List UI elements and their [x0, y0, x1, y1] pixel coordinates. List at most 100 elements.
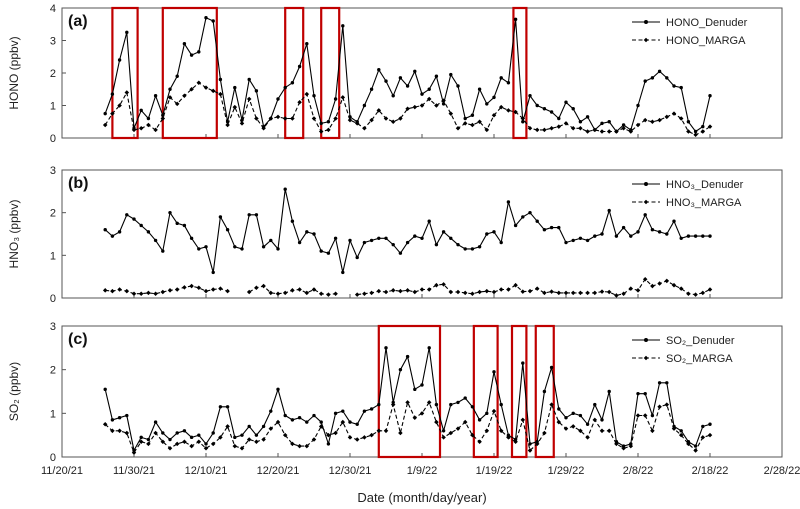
data-point — [665, 76, 669, 80]
data-point — [701, 124, 705, 129]
data-point — [210, 88, 216, 94]
data-point — [254, 213, 259, 217]
data-point — [341, 270, 345, 275]
data-point — [549, 289, 554, 294]
legend-marker — [644, 20, 648, 24]
data-point — [390, 402, 396, 407]
data-point — [700, 129, 706, 134]
data-point — [434, 242, 439, 247]
data-point — [362, 240, 367, 245]
data-point — [124, 430, 130, 436]
data-point — [534, 441, 540, 447]
data-point — [513, 17, 518, 22]
data-point — [456, 84, 460, 88]
data-point — [102, 122, 108, 128]
data-point — [585, 422, 590, 426]
legend-label: SO₂_Denuder — [666, 335, 735, 347]
data-point — [570, 125, 576, 131]
data-point — [203, 288, 209, 294]
data-point — [621, 291, 626, 296]
legend-label: HONO_MARGA — [666, 35, 746, 47]
data-point — [441, 230, 446, 234]
data-point — [441, 102, 446, 106]
data-point — [362, 435, 367, 440]
data-point — [413, 69, 417, 74]
data-point — [506, 81, 511, 85]
data-point — [362, 103, 367, 108]
data-point — [167, 446, 173, 451]
y-tick-label: 4 — [50, 3, 56, 15]
data-point — [168, 437, 172, 442]
data-point — [563, 290, 569, 296]
data-point — [240, 433, 244, 437]
data-point — [233, 85, 237, 90]
data-point — [233, 435, 237, 440]
data-point — [506, 287, 511, 292]
data-point — [571, 238, 575, 243]
data-point — [600, 121, 604, 126]
data-point — [592, 417, 598, 423]
data-point — [606, 289, 612, 295]
data-point — [139, 108, 143, 113]
data-point — [276, 97, 280, 101]
data-point — [391, 242, 395, 247]
data-point — [182, 223, 187, 228]
y-tick-label: 0 — [50, 452, 56, 464]
data-point — [607, 389, 611, 394]
data-point — [498, 428, 504, 434]
data-point — [369, 87, 374, 91]
data-point — [485, 232, 489, 236]
data-point — [168, 87, 172, 91]
data-point — [607, 120, 611, 124]
y-tick-label: 3 — [50, 36, 56, 48]
data-point — [189, 236, 194, 240]
data-point — [210, 287, 216, 292]
y-tick-label: 1 — [50, 101, 56, 113]
data-point — [413, 387, 417, 392]
data-point — [636, 391, 640, 396]
data-point — [484, 428, 490, 434]
data-point — [621, 446, 626, 451]
data-point — [146, 290, 151, 296]
data-point — [571, 107, 575, 111]
data-point — [441, 429, 446, 433]
data-point — [269, 238, 273, 243]
data-point — [607, 208, 611, 213]
data-point — [492, 370, 496, 374]
data-point — [636, 230, 640, 234]
data-point — [124, 288, 130, 294]
data-point — [470, 432, 475, 438]
data-point — [139, 223, 143, 228]
data-point — [614, 234, 619, 238]
data-point — [650, 76, 655, 80]
data-point — [117, 230, 122, 234]
data-point — [549, 402, 554, 407]
series-line — [104, 189, 710, 273]
data-point — [506, 108, 511, 113]
data-point — [110, 92, 115, 96]
data-point — [427, 346, 431, 350]
data-point — [261, 437, 266, 442]
data-point — [304, 290, 310, 296]
panel-label: (a) — [68, 13, 88, 30]
data-point — [290, 418, 295, 422]
data-point — [671, 426, 677, 431]
data-point — [167, 288, 173, 293]
panel-label: (c) — [68, 331, 88, 348]
data-point — [542, 127, 547, 133]
data-point — [642, 413, 648, 418]
data-point — [643, 391, 647, 396]
data-point — [693, 444, 698, 448]
data-point — [362, 125, 367, 131]
data-point — [103, 228, 107, 232]
data-point — [534, 286, 540, 291]
data-point — [535, 103, 539, 108]
data-point — [592, 290, 598, 296]
data-point — [297, 287, 302, 292]
data-point — [665, 232, 669, 236]
data-point — [290, 219, 295, 223]
series-line — [104, 17, 711, 133]
data-point — [477, 87, 482, 91]
data-point — [678, 286, 684, 291]
data-point — [701, 424, 705, 429]
